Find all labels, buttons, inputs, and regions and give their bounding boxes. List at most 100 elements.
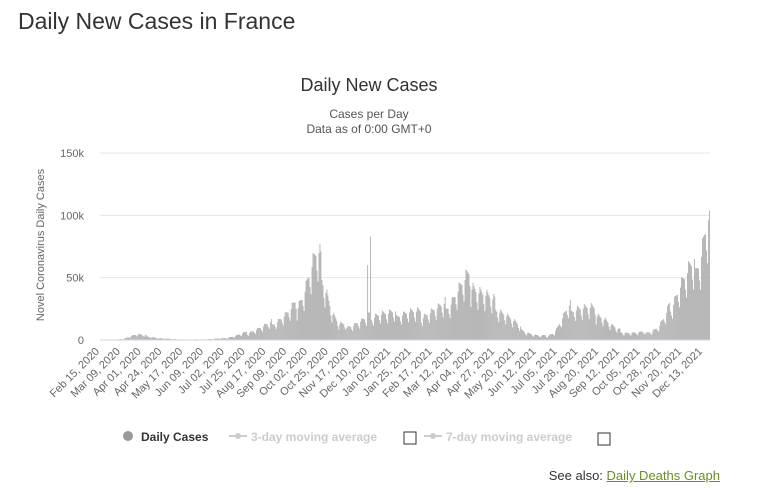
bar <box>586 308 588 340</box>
bar <box>469 286 471 340</box>
bar <box>257 327 259 340</box>
bar <box>281 322 283 340</box>
bar <box>217 338 219 340</box>
bar <box>691 266 692 340</box>
bar <box>272 324 274 340</box>
bar <box>676 295 678 340</box>
bar <box>684 279 685 340</box>
bar <box>254 333 256 340</box>
bar <box>219 338 221 340</box>
bar <box>436 308 438 340</box>
bar <box>511 323 513 340</box>
bar <box>616 332 618 340</box>
bar <box>442 317 444 340</box>
bar <box>602 326 604 340</box>
bar <box>437 303 439 340</box>
bar <box>671 315 673 340</box>
bar <box>704 234 705 340</box>
bar <box>541 335 542 340</box>
bar <box>555 331 556 340</box>
bar <box>524 332 526 340</box>
bar <box>396 315 397 340</box>
bar <box>424 314 426 340</box>
bar <box>125 337 127 340</box>
bar <box>225 338 226 340</box>
daily-deaths-graph-link[interactable]: Daily Deaths Graph <box>606 468 720 483</box>
bar <box>529 333 530 340</box>
bar <box>341 322 343 340</box>
bar <box>378 315 379 340</box>
bar <box>528 332 529 340</box>
legend-label-daily-cases: Daily Cases <box>141 430 209 444</box>
bar <box>434 315 436 340</box>
bar <box>667 305 669 340</box>
bar <box>450 304 452 340</box>
bar <box>333 312 335 340</box>
bar <box>661 320 663 340</box>
bar <box>459 283 461 340</box>
bar <box>557 326 558 340</box>
bar <box>346 328 348 340</box>
bar <box>336 320 338 340</box>
bar <box>501 311 503 340</box>
bar <box>622 334 624 340</box>
bar <box>328 300 330 340</box>
bar <box>689 262 690 340</box>
checkbox-7day-moving-average[interactable] <box>597 432 611 446</box>
bar <box>403 311 404 340</box>
bar <box>679 307 680 340</box>
bar <box>321 279 323 340</box>
bar <box>500 309 502 340</box>
bar <box>678 301 679 340</box>
bar <box>575 310 577 340</box>
bar <box>379 320 380 340</box>
bar <box>646 332 648 340</box>
bar <box>542 334 543 340</box>
bar <box>653 329 655 340</box>
bar <box>474 288 476 340</box>
bar <box>707 263 708 340</box>
bar <box>549 334 550 340</box>
bar <box>447 308 449 340</box>
bar <box>488 295 490 340</box>
bar <box>651 334 653 340</box>
bar <box>265 324 267 340</box>
bar <box>383 311 384 340</box>
bar <box>692 279 693 340</box>
bar <box>456 309 458 340</box>
bar <box>628 333 630 340</box>
bar <box>338 329 340 340</box>
bar <box>303 311 305 340</box>
bar <box>152 337 154 340</box>
bar <box>530 333 531 340</box>
bar <box>465 269 467 340</box>
bar <box>135 335 137 340</box>
y-axis-title: Novel Coronavirus Daily Cases <box>35 168 47 321</box>
y-tick-label: 0 <box>78 335 84 347</box>
bar <box>310 294 312 340</box>
bar <box>687 273 688 340</box>
checkbox-3day-moving-average[interactable] <box>403 431 417 445</box>
bar <box>699 280 700 340</box>
bar <box>242 333 243 340</box>
bar <box>404 312 405 340</box>
bar <box>224 338 225 340</box>
bar <box>234 337 235 340</box>
bar <box>232 336 233 340</box>
bar <box>579 309 581 340</box>
bar <box>696 268 697 340</box>
bar <box>128 337 130 340</box>
y-tick-label: 150k <box>60 148 84 160</box>
bar <box>368 312 370 340</box>
bar <box>655 328 657 340</box>
bar <box>134 334 136 340</box>
y-tick-label: 50k <box>66 273 84 285</box>
bar <box>369 312 371 340</box>
bar <box>638 332 640 340</box>
bar <box>250 331 251 340</box>
bar <box>502 312 504 340</box>
bar <box>371 319 373 340</box>
bar <box>642 331 644 340</box>
bar <box>706 250 707 340</box>
bar <box>143 336 145 340</box>
